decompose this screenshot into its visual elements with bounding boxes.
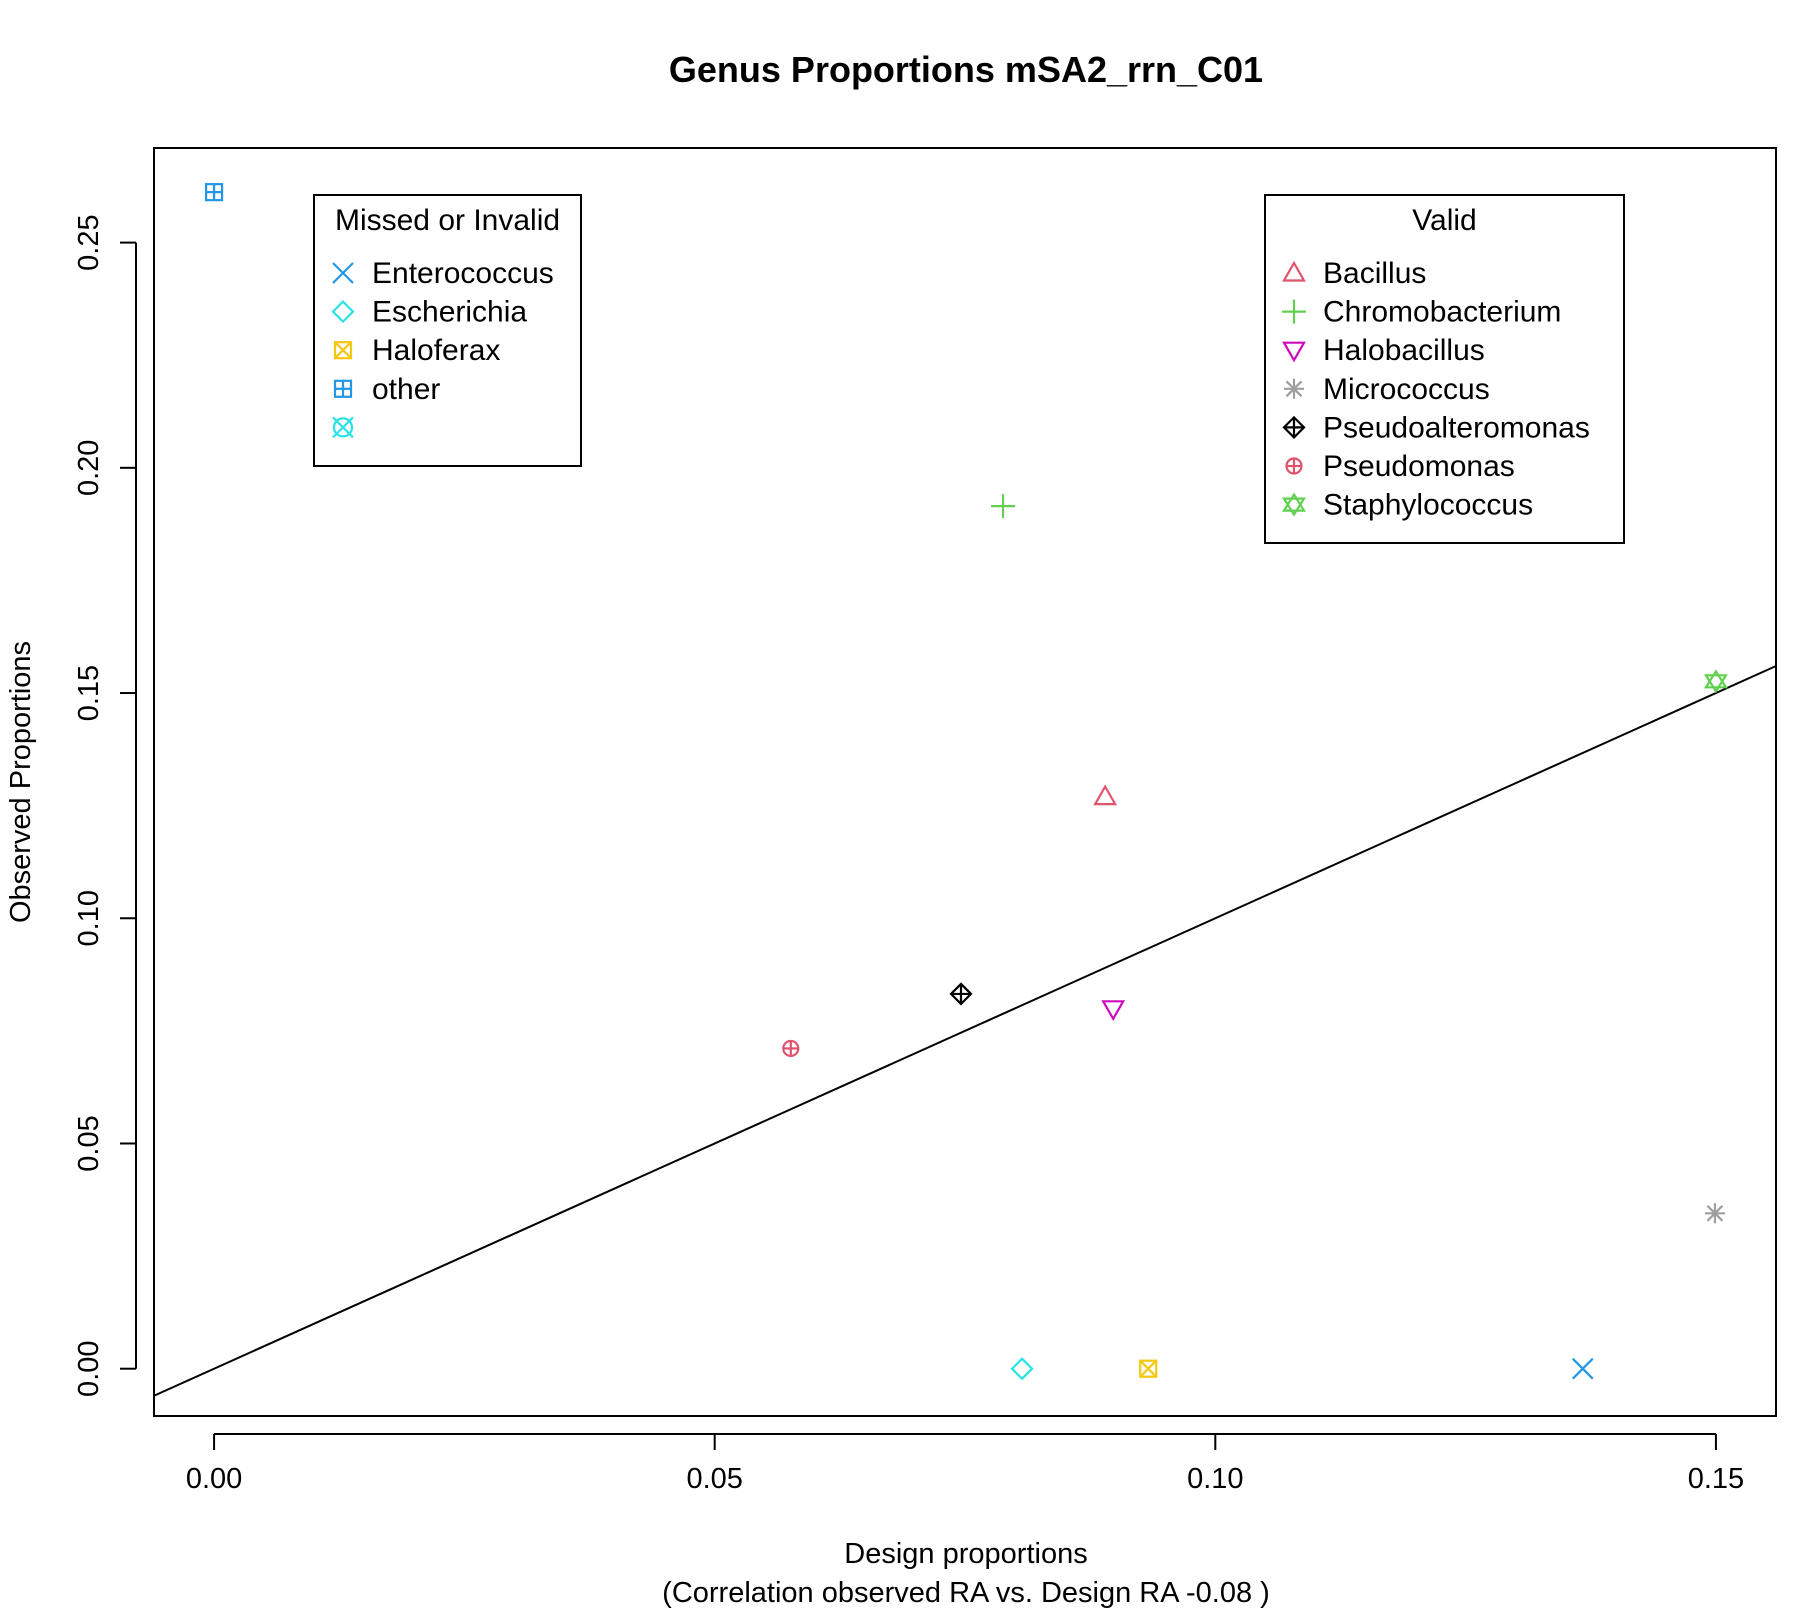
point-haloferax	[1139, 1359, 1158, 1378]
legend-entry-label: Micrococcus	[1323, 373, 1490, 406]
legend-marker	[1282, 299, 1306, 324]
data-points	[204, 183, 1728, 1381]
legend-marker	[333, 379, 353, 398]
legend-missed-or-invalid: Missed or Invalid Enterococcus Escherichia…	[313, 194, 582, 467]
point-micrococcus	[1704, 1203, 1725, 1224]
point-staphylococcus	[1703, 669, 1728, 694]
legend-marker	[1282, 260, 1306, 282]
x-tick-label: 0.00	[186, 1463, 242, 1495]
y-tick-label: 0.25	[73, 214, 105, 270]
legend-entry-label: Escherichia	[372, 296, 527, 329]
y-tick-label: 0.10	[73, 890, 105, 946]
legend-entry-label: Chromobacterium	[1323, 296, 1561, 329]
point-pseudomonas	[782, 1039, 800, 1058]
x-tick-label: 0.10	[1187, 1463, 1243, 1495]
legend-marker	[332, 262, 354, 284]
point-bacillus	[1093, 784, 1118, 806]
y-axis: 0.00 0.05 0.10 0.15 0.20 0.25	[73, 214, 137, 1397]
legend-title: Missed or Invalid	[335, 204, 560, 237]
legend-marker	[1282, 341, 1306, 363]
x-tick-label: 0.15	[1688, 1463, 1744, 1495]
legend-entry-label: Pseudoalteromonas	[1323, 411, 1590, 444]
legend-marker	[333, 341, 353, 360]
legend-entry-label: Staphylococcus	[1323, 489, 1533, 522]
point-enterococcus	[1571, 1357, 1594, 1380]
y-axis-label: Observed Proportions	[5, 641, 37, 923]
point-escherichia	[1010, 1357, 1034, 1381]
point-pseudoalteromonas	[949, 982, 973, 1006]
legend-entry-label: other	[372, 373, 440, 406]
legend-entry-label: Bacillus	[1323, 257, 1426, 290]
chart-title: Genus Proportions mSA2_rrn_C01	[669, 49, 1263, 90]
legend-marker	[1282, 492, 1306, 517]
legend-valid: Valid Bacillus Chromobacterium Halobacillus…	[1264, 194, 1625, 544]
y-tick-label: 0.05	[73, 1115, 105, 1171]
legend-marker	[1285, 457, 1303, 475]
legend-marker	[1282, 415, 1306, 439]
legend-box	[1264, 194, 1625, 544]
legend-entry-label: Enterococcus	[372, 257, 554, 290]
y-tick-label: 0.00	[73, 1340, 105, 1396]
legend-entry-label: Haloferax	[372, 334, 500, 367]
legend-entry-label: Pseudomonas	[1323, 450, 1515, 483]
legend-marker	[1284, 378, 1304, 399]
plot-area-frame	[153, 147, 1777, 1417]
legend-marker	[332, 416, 354, 439]
point-chromobacterium	[991, 494, 1016, 519]
legend-title: Valid	[1412, 204, 1476, 237]
x-tick-label: 0.05	[686, 1463, 742, 1495]
y-tick-label: 0.20	[73, 440, 105, 496]
point-other	[204, 183, 224, 202]
legend-entry-label: Halobacillus	[1323, 334, 1485, 367]
reference-line	[153, 665, 1777, 1397]
legend-marker	[331, 300, 355, 324]
legend-box	[313, 194, 582, 467]
point-halobacillus	[1101, 1000, 1126, 1022]
x-axis-sublabel: (Correlation observed RA vs. Design RA -…	[662, 1577, 1270, 1609]
y-tick-label: 0.15	[73, 665, 105, 721]
x-axis: 0.00 0.05 0.10 0.15	[186, 1433, 1744, 1495]
x-axis-label: Design proportions	[844, 1538, 1087, 1570]
